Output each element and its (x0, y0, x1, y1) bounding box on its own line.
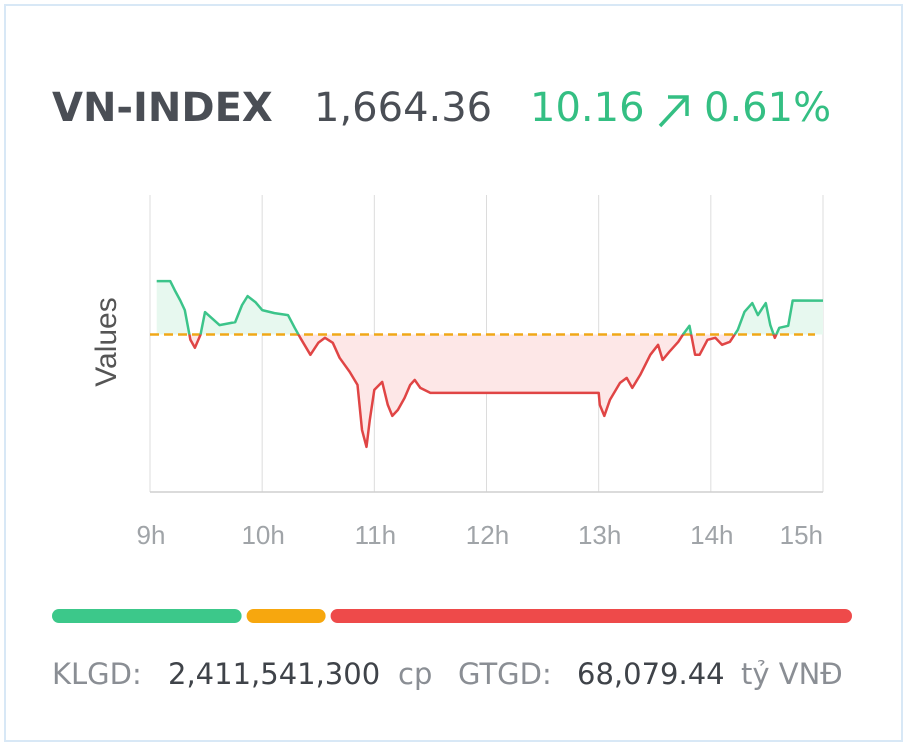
trade-value: 68,079.44 (577, 657, 725, 691)
volume: 2,411,541,300 (168, 657, 381, 691)
arrow-up-icon (658, 95, 689, 128)
breadth-segment (52, 609, 242, 623)
value-label: GTGD: (458, 657, 552, 691)
x-tick-label: 10h (241, 520, 284, 550)
x-tick-label: 15h (780, 520, 823, 550)
x-tick-label: 13h (578, 520, 621, 550)
volume-label: KLGD: (52, 657, 142, 691)
card (4, 4, 903, 742)
x-tick-label: 9h (137, 520, 166, 550)
breadth-segment (330, 609, 853, 623)
volume-unit: cp (398, 657, 433, 691)
value-unit: tỷ VNĐ (741, 657, 843, 691)
index-value: 1,664.36 (314, 85, 493, 131)
breadth-segment (246, 609, 326, 623)
price-line (156, 279, 824, 449)
index-change: 10.16 (530, 85, 645, 131)
index-change-percent: 0.61% (704, 85, 832, 131)
y-axis-label: Values (90, 297, 123, 387)
area-fill (156, 281, 823, 447)
x-tick-label: 14h (690, 520, 733, 550)
x-tick-label: 12h (466, 520, 509, 550)
index-title: VN-INDEX (52, 85, 273, 131)
x-tick-label: 11h (355, 520, 396, 550)
